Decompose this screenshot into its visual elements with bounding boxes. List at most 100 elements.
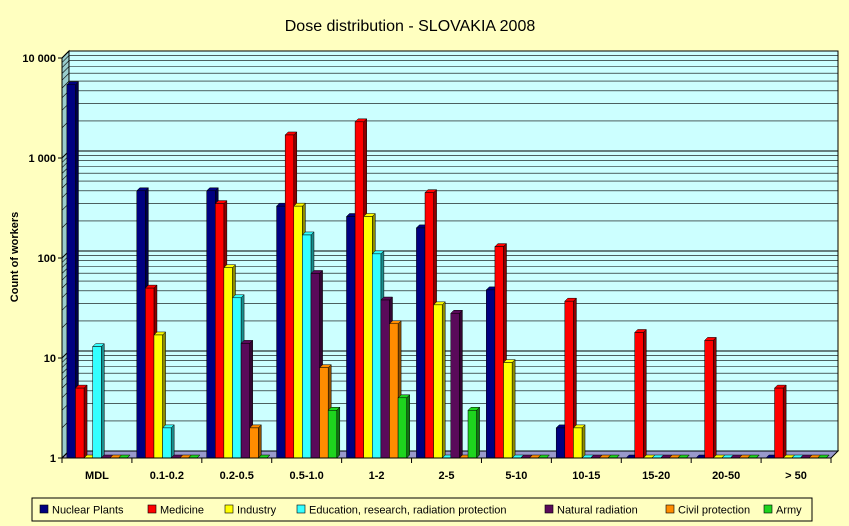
y-axis-label: Count of workers [9,212,21,302]
legend-swatch [665,504,675,514]
bar-front [145,287,155,459]
bar-side [643,328,647,459]
bar-front [293,205,303,459]
minor-gridline [61,55,838,63]
x-tick-label: 15-20 [642,470,670,482]
bar-front [467,410,477,459]
bar-front [346,216,356,459]
minor-gridline [61,80,838,89]
bar [747,454,760,459]
bar-side [101,343,105,459]
x-tick-label: 0.2-0.5 [220,470,254,482]
bar-front [416,227,426,459]
bar-front [302,234,312,459]
chart-title: Dose distribution - SLOVAKIA 2008 [285,18,536,35]
bar-front [450,313,460,459]
bar-front [486,289,496,459]
bar-front [136,190,146,459]
bar [327,406,341,459]
legend-label: Medicine [160,505,204,517]
legend-label: Education, research, radiation protectio… [309,505,507,517]
bar-front [215,203,225,459]
bar-front [634,332,644,459]
bar-front [153,334,163,459]
bar [249,424,262,459]
legend-box [31,497,813,522]
x-tick-label: MDL [85,470,109,482]
y-tick-label: 10 000 [22,53,56,65]
minor-gridline [61,60,838,68]
bar-side [782,384,787,459]
bar-front [240,343,250,459]
bar-side [441,301,446,459]
bar [467,406,481,459]
x-tick-label: 0.5-1.0 [290,470,324,482]
y-tick-label: 1 000 [28,153,56,165]
bar-front [389,323,399,459]
bar-front [75,387,85,459]
minor-gridline [61,72,838,81]
bar-front [363,216,373,459]
x-tick-label: 20-50 [712,470,740,482]
bar-front [573,427,583,459]
legend-item: Education, research, radiation protectio… [296,504,507,517]
bar-front [372,253,382,459]
x-tick-label: 0.1-0.2 [150,470,184,482]
legend-swatch [763,504,773,514]
x-tick-label: > 50 [785,470,807,482]
bar-side [712,336,717,459]
legend-item: Civil protection [665,504,750,517]
legend: Nuclear Plants Medicine Industry Education,… [31,497,813,522]
legend-label: Natural radiation [557,505,638,517]
bar [92,343,105,459]
legend-swatch [296,504,306,514]
bar-side [258,424,262,459]
bar-front [162,427,172,459]
bar-front [397,397,407,459]
bar [773,384,787,459]
bar [74,384,88,459]
legend-swatch [224,504,234,514]
legend-swatch [147,504,157,514]
legend-swatch [39,504,49,514]
bar-side [476,406,480,459]
bar-front [774,387,784,459]
legend-swatch [544,504,554,514]
bar-front [354,121,364,459]
major-gridline [61,50,838,59]
legend-item: Industry [224,504,277,517]
bar-front [232,297,242,459]
y-tick-label: 100 [38,253,56,265]
bar-front [92,346,102,459]
bar-side [511,358,516,459]
bar-side [581,424,586,459]
legend-item: Nuclear Plants [39,504,124,517]
bar-side [170,424,175,459]
bar-front [66,84,76,459]
bar [66,81,80,459]
bar-front [284,134,295,459]
legend-label: Civil protection [678,505,750,517]
bar-front [564,300,574,459]
bar-front [380,299,390,459]
bar-front [310,273,320,459]
bar [572,424,586,459]
bar [634,328,647,459]
bar-side [83,384,88,459]
bar-side [459,309,463,459]
legend-item: Natural radiation [544,504,638,517]
bar [537,454,551,459]
bar-front [206,190,216,459]
bar-front [249,427,259,459]
bar-front [503,362,513,459]
bar-front [494,246,504,459]
y-tick-label: 1 [50,453,56,465]
x-tick-label: 1-2 [369,470,385,482]
bar-side [406,394,410,459]
bar [397,394,411,459]
legend-label: Nuclear Plants [52,505,124,517]
plot-area: 1 10 100 1 000 10 000 MDL 0.1-0.2 0.2-0.5 0.5-1.… [22,49,840,482]
x-tick-label: 2-5 [439,470,455,482]
bar-front [555,427,566,459]
